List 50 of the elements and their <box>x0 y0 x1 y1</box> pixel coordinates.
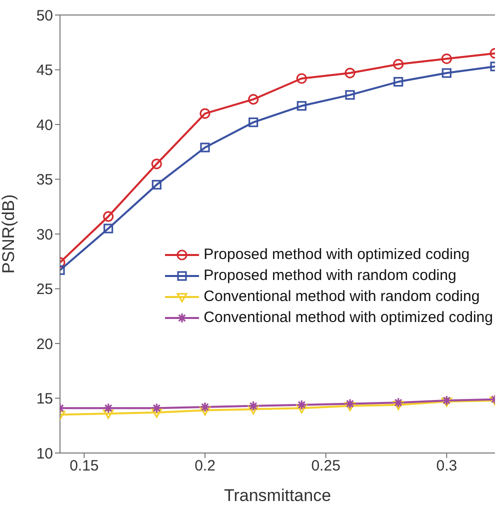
x-tick-label: 0.3 <box>436 458 458 475</box>
point <box>151 402 162 414</box>
point <box>296 101 306 111</box>
legend-label: Proposed method with optimized coding <box>204 245 470 265</box>
point <box>394 76 404 87</box>
point <box>103 410 114 419</box>
y-tick-label: 10 <box>36 445 53 462</box>
point <box>152 180 162 190</box>
y-tick-label: 35 <box>36 172 53 189</box>
point <box>344 68 356 78</box>
point <box>442 68 452 78</box>
point <box>248 400 259 412</box>
x-tick-label: 0.2 <box>194 458 216 475</box>
y-tick-label: 25 <box>36 281 53 298</box>
point <box>344 402 356 412</box>
y-axis-title: PSNR(dB) <box>0 194 18 274</box>
x-tick-label: 0.15 <box>70 458 99 475</box>
point <box>200 402 210 412</box>
point <box>103 402 114 414</box>
point <box>103 211 114 222</box>
point <box>248 405 259 414</box>
x-axis-title: Transmittance <box>224 486 332 505</box>
legend-label: Proposed method with random coding <box>204 266 456 286</box>
point <box>441 395 452 406</box>
point <box>393 397 404 408</box>
point <box>296 400 307 410</box>
point <box>151 408 162 418</box>
point <box>296 404 307 414</box>
point <box>151 158 162 170</box>
point <box>345 90 355 100</box>
point <box>296 73 307 84</box>
y-tick-label: 30 <box>36 226 53 244</box>
point <box>344 398 356 410</box>
point <box>200 142 210 152</box>
point <box>104 224 114 234</box>
point <box>441 54 452 64</box>
point <box>393 58 404 70</box>
y-tick-label: 15 <box>36 390 53 408</box>
point <box>248 118 258 128</box>
y-tick-label: 50 <box>36 7 53 24</box>
y-tick-label: 40 <box>36 116 53 134</box>
point <box>393 400 404 410</box>
point <box>441 398 452 407</box>
point <box>248 94 259 105</box>
y-tick-label: 20 <box>36 336 53 353</box>
x-tick-label: 0.25 <box>311 458 340 475</box>
y-tick-label: 45 <box>36 62 53 80</box>
legend-label: Conventional method with random coding <box>204 287 480 307</box>
legend-label: Conventional method with optimized coding <box>204 308 493 328</box>
point <box>200 108 210 119</box>
